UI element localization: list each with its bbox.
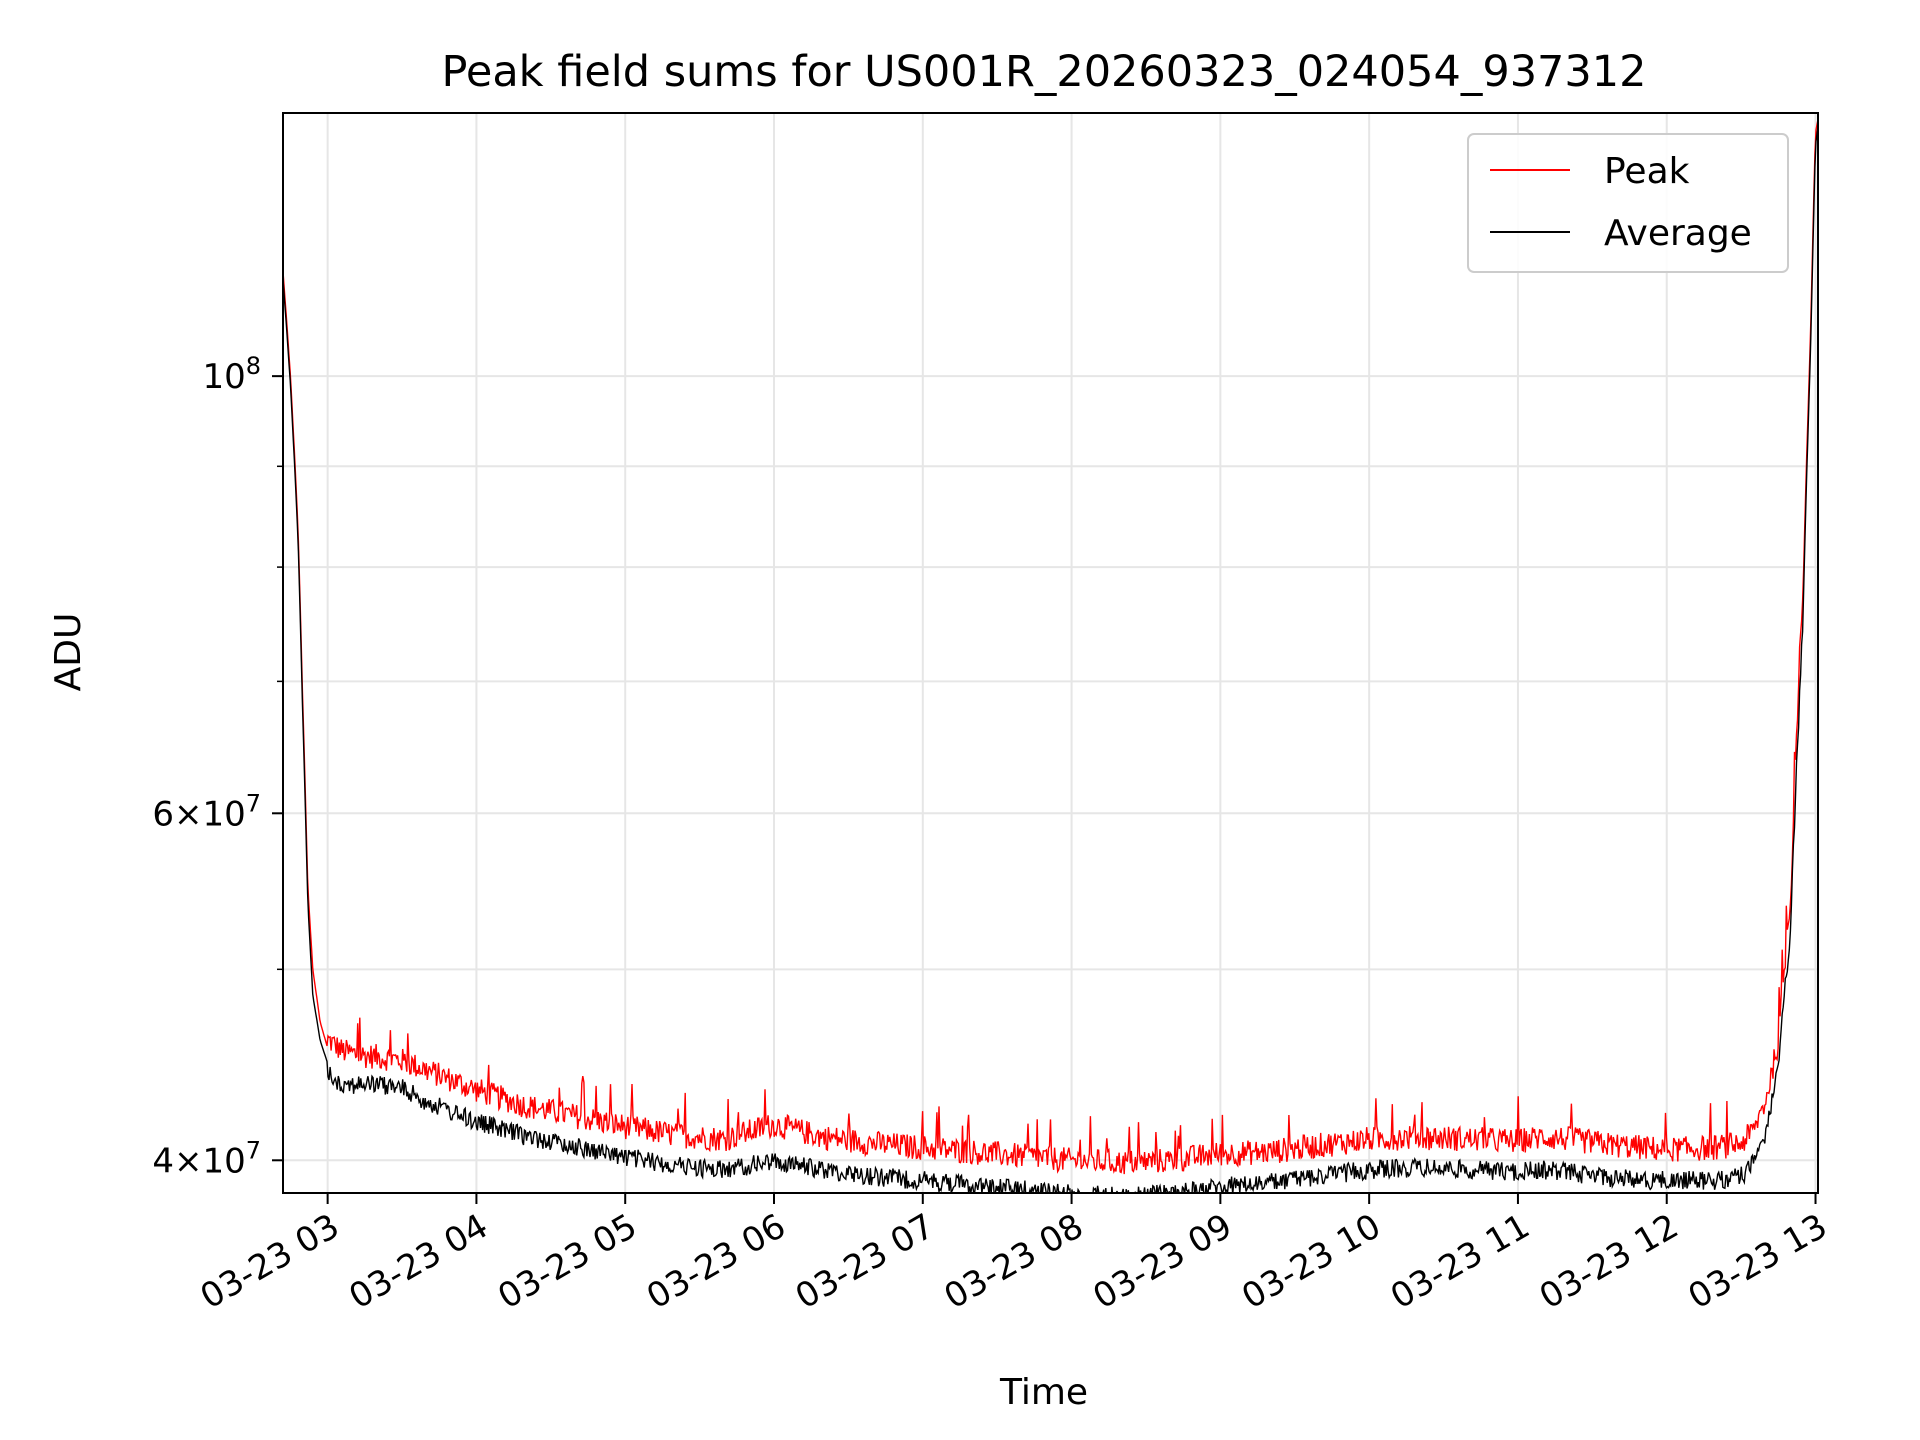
x-tick-label: 03-23 04	[343, 1206, 495, 1317]
x-tick-label: 03-23 05	[491, 1206, 643, 1317]
x-tick-label: 03-23 03	[194, 1206, 346, 1317]
plot-area	[283, 119, 1818, 1193]
x-tick-label: 03-23 06	[640, 1206, 792, 1317]
chart-title: Peak field sums for US001R_20260323_0240…	[441, 47, 1646, 97]
y-axis-label: ADU	[48, 613, 89, 692]
x-tick-label: 03-23 10	[1235, 1206, 1387, 1317]
series-peak-line	[283, 119, 1818, 1175]
legend-peak-label: Peak	[1604, 151, 1690, 192]
grid-lines	[283, 113, 1818, 1193]
legend-box	[1467, 133, 1789, 273]
plot-frame	[282, 112, 1819, 1194]
x-tick-label: 03-23 13	[1682, 1206, 1834, 1317]
x-tick-label: 03-23 07	[789, 1206, 941, 1317]
x-tick-label: 03-23 12	[1533, 1206, 1685, 1317]
legend: Peak Average	[1467, 133, 1789, 273]
y-tick-label: 4×107	[152, 1136, 261, 1181]
legend-average-label: Average	[1604, 213, 1752, 254]
y-tick-label: 6×107	[152, 789, 261, 834]
y-axis-ticks: 4×107 6×107 108	[152, 352, 283, 1181]
series-average-line	[283, 125, 1818, 1193]
x-tick-label: 03-23 11	[1384, 1206, 1536, 1317]
x-tick-label: 03-23 08	[938, 1206, 1090, 1317]
x-tick-label: 03-23 09	[1086, 1206, 1238, 1317]
x-axis-label: Time	[999, 1372, 1088, 1413]
y-tick-label: 108	[202, 352, 261, 397]
